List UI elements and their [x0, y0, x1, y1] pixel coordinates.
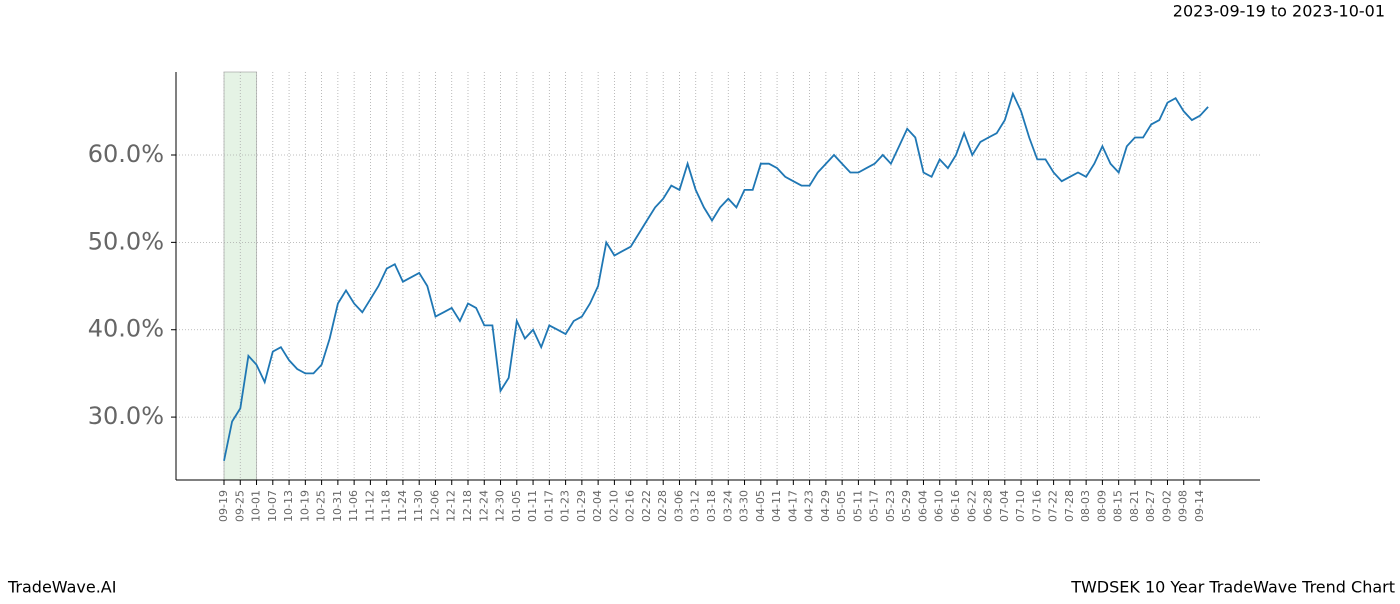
x-tick-label: 08-27 [1144, 490, 1157, 522]
x-tick-label: 01-17 [542, 490, 555, 522]
x-tick-label: 02-04 [591, 490, 604, 522]
x-tick-label: 08-03 [1079, 490, 1092, 522]
x-tick-label: 08-15 [1112, 490, 1125, 522]
x-tick-label: 06-28 [982, 490, 995, 522]
x-tick-label: 10-25 [315, 490, 328, 522]
x-tick-label: 11-18 [380, 490, 393, 522]
x-tick-label: 11-06 [347, 490, 360, 522]
x-tick-label: 10-01 [250, 490, 263, 522]
x-tick-label: 11-24 [396, 490, 409, 522]
x-tick-label: 04-11 [770, 490, 783, 522]
x-tick-label: 04-23 [803, 490, 816, 522]
x-tick-label: 10-13 [282, 490, 295, 522]
x-tick-label: 07-10 [1014, 490, 1027, 522]
x-tick-label: 05-29 [900, 490, 913, 522]
x-tick-label: 03-06 [672, 490, 685, 522]
x-tick-label: 04-29 [819, 490, 832, 522]
x-tick-label: 01-23 [559, 490, 572, 522]
x-tick-label: 08-09 [1095, 490, 1108, 522]
x-tick-label: 09-14 [1193, 490, 1206, 522]
chart-subtitle: 2023-09-19 to 2023-10-01 [1173, 2, 1385, 21]
y-tick-label: 60.0% [88, 140, 164, 168]
x-tick-label: 02-10 [607, 490, 620, 522]
x-tick-label: 02-22 [640, 490, 653, 522]
x-tick-label: 12-18 [461, 490, 474, 522]
x-tick-label: 11-30 [412, 490, 425, 522]
x-tick-label: 01-11 [526, 490, 539, 522]
y-tick-label: 30.0% [88, 402, 164, 430]
y-tick-label: 50.0% [88, 227, 164, 255]
x-tick-label: 11-12 [363, 490, 376, 522]
x-tick-label: 02-28 [656, 490, 669, 522]
x-tick-label: 12-12 [445, 490, 458, 522]
source-label: TradeWave.AI [7, 578, 116, 597]
x-tick-label: 09-25 [233, 490, 246, 522]
x-tick-label: 01-05 [510, 490, 523, 522]
x-tick-label: 04-17 [786, 490, 799, 522]
x-tick-label: 03-30 [738, 490, 751, 522]
x-tick-label: 04-05 [754, 490, 767, 522]
x-tick-label: 03-18 [705, 490, 718, 522]
x-tick-label: 07-22 [1047, 490, 1060, 522]
x-tick-label: 02-16 [624, 490, 637, 522]
x-tick-label: 12-06 [428, 490, 441, 522]
x-tick-label: 05-05 [835, 490, 848, 522]
x-tick-label: 09-19 [217, 490, 230, 522]
x-tick-label: 09-08 [1177, 490, 1190, 522]
x-tick-label: 10-07 [266, 490, 279, 522]
x-tick-label: 05-23 [884, 490, 897, 522]
x-tick-label: 05-17 [868, 490, 881, 522]
x-tick-label: 07-04 [998, 490, 1011, 522]
x-tick-label: 12-30 [494, 490, 507, 522]
x-tick-label: 07-16 [1030, 490, 1043, 522]
x-tick-label: 06-04 [916, 490, 929, 522]
x-tick-label: 10-31 [331, 490, 344, 522]
x-tick-label: 01-29 [575, 490, 588, 522]
x-tick-label: 05-11 [851, 490, 864, 522]
x-tick-label: 08-21 [1128, 490, 1141, 522]
x-tick-label: 06-16 [949, 490, 962, 522]
y-tick-label: 40.0% [88, 315, 164, 343]
x-tick-label: 06-22 [965, 490, 978, 522]
chart-title: TWDSEK 10 Year TradeWave Trend Chart [1070, 578, 1395, 597]
x-tick-label: 03-24 [721, 490, 734, 522]
trend-line [223, 91, 1209, 461]
x-tick-label: 12-24 [477, 490, 490, 522]
x-tick-label: 09-02 [1160, 490, 1173, 522]
x-tick-label: 07-28 [1063, 490, 1076, 522]
x-tick-label: 03-12 [689, 490, 702, 522]
x-tick-label: 06-10 [933, 490, 946, 522]
x-tick-label: 10-19 [298, 490, 311, 522]
